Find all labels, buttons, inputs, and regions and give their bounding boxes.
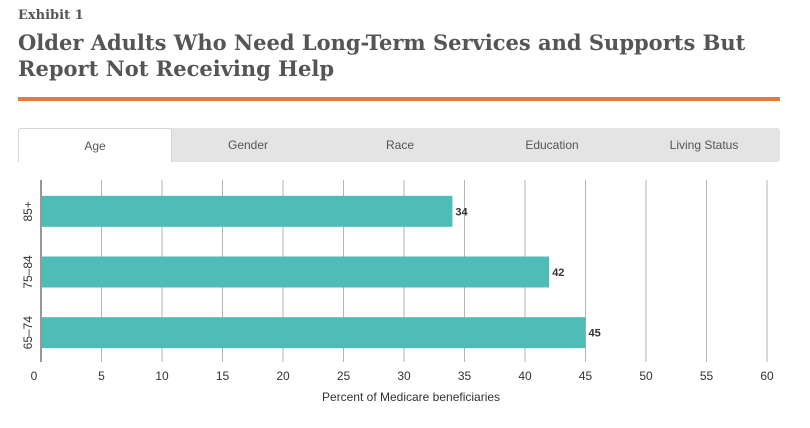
- x-tick-label: 10: [155, 369, 169, 383]
- chart-title: Older Adults Who Need Long-Term Services…: [18, 30, 746, 81]
- bar-value-label: 34: [455, 206, 468, 218]
- x-tick-label: 50: [639, 369, 653, 383]
- x-tick-label: 60: [760, 369, 774, 383]
- x-tick-label: 20: [276, 369, 290, 383]
- x-tick-label: 5: [98, 369, 105, 383]
- title-divider: [18, 97, 780, 101]
- bars: 34 42 45: [42, 195, 601, 349]
- category-labels: 85+ 75–84 65–74: [21, 201, 35, 349]
- x-tick-label: 45: [579, 369, 593, 383]
- x-tick-label: 30: [397, 369, 411, 383]
- bar: [42, 317, 586, 349]
- x-tick-label: 15: [216, 369, 230, 383]
- tab-bar: Age Gender Race Education Living Status: [18, 128, 780, 162]
- category-label: 75–84: [21, 255, 35, 289]
- tab-education[interactable]: Education: [525, 138, 579, 152]
- tab-living-status[interactable]: Living Status: [669, 138, 739, 152]
- bar-value-label: 45: [589, 328, 601, 340]
- tab-age[interactable]: Age: [18, 128, 172, 162]
- x-axis-title: Percent of Medicare beneficiaries: [322, 390, 500, 404]
- x-tick-label: 0: [31, 369, 38, 383]
- category-label: 85+: [21, 201, 35, 221]
- x-tick-label: 55: [700, 369, 714, 383]
- x-tick-labels: 0 5 10 15 20 25 30 35 40 45 50 55 60: [31, 369, 774, 383]
- category-label: 65–74: [21, 316, 35, 350]
- tab-race[interactable]: Race: [385, 138, 414, 152]
- exhibit-label: Exhibit 1: [18, 8, 84, 23]
- tab-gender[interactable]: Gender: [227, 138, 269, 152]
- x-tick-label: 40: [518, 369, 532, 383]
- bar: [42, 256, 550, 288]
- bar: [42, 195, 453, 227]
- bar-value-label: 42: [552, 267, 564, 279]
- x-tick-label: 25: [337, 369, 351, 383]
- x-tick-label: 35: [458, 369, 472, 383]
